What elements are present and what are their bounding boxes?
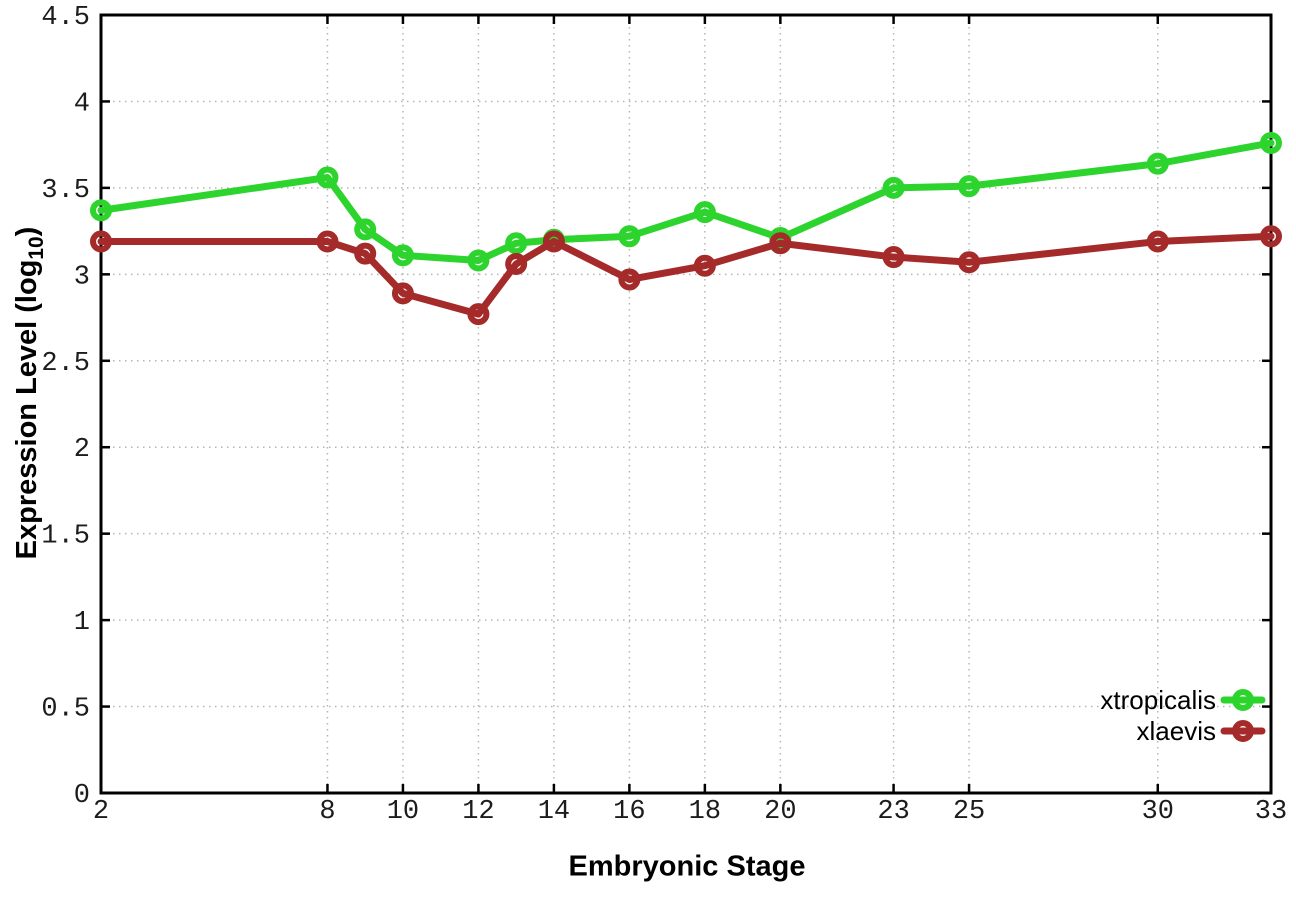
data-point-xtropicalis (882, 176, 905, 199)
data-point-xlaevis (693, 254, 716, 277)
legend-label-xtropicalis: xtropicalis (1100, 685, 1216, 715)
x-tick-label: 30 (1142, 797, 1174, 827)
y-tick-label: 4 (74, 89, 90, 119)
y-tick-label: 2.5 (41, 349, 90, 379)
x-tick-label: 10 (387, 797, 419, 827)
data-point-xlaevis (1146, 230, 1169, 253)
y-axis-title-text: Expression Level (log (11, 259, 44, 560)
legend-marker-xtropicalis (1232, 689, 1254, 711)
data-point-xtropicalis (391, 244, 414, 267)
y-tick-label: 3 (74, 262, 90, 292)
data-point-xtropicalis (505, 232, 528, 255)
data-point-xtropicalis (693, 201, 716, 224)
data-point-xlaevis (542, 230, 565, 253)
data-point-xlaevis (958, 251, 981, 274)
x-tick-label: 18 (689, 797, 721, 827)
y-axis-title: Expression Level (log10) (11, 227, 49, 560)
data-point-xlaevis (354, 242, 377, 265)
data-point-xlaevis (467, 303, 490, 326)
data-point-xlaevis (90, 230, 112, 253)
data-point-xtropicalis (958, 175, 981, 198)
x-tick-label: 33 (1255, 797, 1287, 827)
data-point-xlaevis (391, 282, 414, 305)
y-tick-label: 1.5 (41, 522, 90, 552)
data-point-xlaevis (316, 230, 339, 253)
x-tick-label: 16 (613, 797, 645, 827)
x-tick-label: 14 (538, 797, 570, 827)
x-tick-label: 12 (462, 797, 494, 827)
y-tick-label: 4.5 (41, 3, 90, 33)
data-point-xtropicalis (316, 166, 339, 189)
data-point-xtropicalis (90, 199, 112, 222)
data-point-xtropicalis (618, 225, 641, 248)
y-tick-label: 1 (74, 608, 90, 638)
x-tick-label: 23 (877, 797, 909, 827)
data-point-xtropicalis (467, 249, 490, 272)
data-point-xlaevis (882, 246, 905, 269)
data-point-xtropicalis (354, 218, 377, 241)
y-tick-label: 2 (74, 435, 90, 465)
y-tick-label: 0.5 (41, 695, 90, 725)
data-point-xlaevis (618, 268, 641, 291)
data-point-xlaevis (505, 252, 528, 275)
y-axis-title-subscript: 10 (24, 236, 48, 260)
y-tick-label: 0 (74, 781, 90, 811)
x-tick-label: 25 (953, 797, 985, 827)
x-tick-label: 20 (764, 797, 796, 827)
x-axis-title: Embryonic Stage (568, 850, 806, 883)
legend-marker-xlaevis (1232, 720, 1254, 742)
data-point-xtropicalis (1146, 152, 1169, 175)
data-point-xlaevis (769, 232, 792, 255)
data-point-xlaevis (1260, 225, 1282, 248)
x-tick-label: 8 (319, 797, 335, 827)
y-tick-label: 3.5 (41, 176, 90, 206)
legend-label-xlaevis: xlaevis (1137, 716, 1216, 746)
plot-border (99, 13, 1273, 795)
series-line-xlaevis (97, 232, 1275, 318)
x-tick-label: 2 (93, 797, 109, 827)
data-point-xtropicalis (1260, 131, 1282, 154)
y-axis-title-suffix: ) (11, 226, 44, 237)
